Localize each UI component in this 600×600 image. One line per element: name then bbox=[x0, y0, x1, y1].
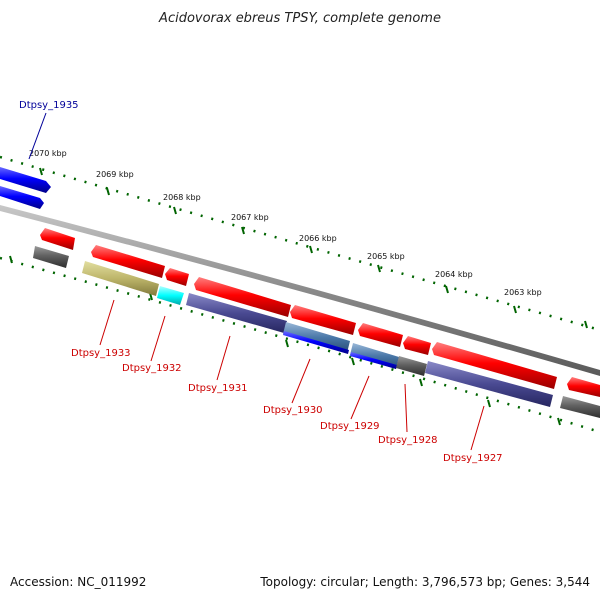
label-dtpsy-1933: Dtpsy_1933 bbox=[71, 299, 131, 359]
feature-dtpsy-1928[interactable] bbox=[396, 336, 431, 376]
scale-tick-2064: 2064 kbp bbox=[435, 270, 473, 294]
svg-text:Dtpsy_1930: Dtpsy_1930 bbox=[263, 405, 323, 416]
feature-dtpsy-1931[interactable] bbox=[186, 277, 291, 333]
svg-text:2065 kbp: 2065 kbp bbox=[367, 252, 405, 261]
svg-text:Dtpsy_1928: Dtpsy_1928 bbox=[378, 435, 438, 446]
scale-tick-2063: 2063 kbp bbox=[504, 288, 542, 314]
scale-tick-2066: 2066 kbp bbox=[299, 234, 337, 254]
genome-summary-text: Topology: circular; Length: 3,796,573 bp… bbox=[259, 575, 590, 589]
svg-text:2070 kbp: 2070 kbp bbox=[29, 149, 67, 158]
svg-text:Dtpsy_1932: Dtpsy_1932 bbox=[122, 363, 182, 374]
gene-arrow bbox=[0, 186, 44, 209]
label-dtpsy-1930: Dtpsy_1930 bbox=[263, 358, 323, 416]
svg-text:2063 kbp: 2063 kbp bbox=[504, 288, 542, 297]
cds-arrow bbox=[0, 167, 51, 193]
feature-dtpsy-1933[interactable] bbox=[82, 245, 165, 296]
scale-ruler: 2070 kbp 2069 kbp 2068 kbp 2067 kbp 2066… bbox=[0, 149, 600, 434]
feature-dtpsy-1932[interactable] bbox=[157, 268, 189, 305]
feature-small-1926 bbox=[560, 377, 600, 418]
scale-tick-2067: 2067 kbp bbox=[231, 213, 269, 235]
svg-text:2067 kbp: 2067 kbp bbox=[231, 213, 269, 222]
label-dtpsy-1928: Dtpsy_1928 bbox=[378, 383, 438, 446]
scale-tick-2065: 2065 kbp bbox=[367, 252, 405, 273]
svg-text:2068 kbp: 2068 kbp bbox=[163, 193, 201, 202]
svg-text:Dtpsy_1931: Dtpsy_1931 bbox=[188, 383, 248, 394]
svg-text:2069 kbp: 2069 kbp bbox=[96, 170, 134, 179]
label-dtpsy-1927: Dtpsy_1927 bbox=[443, 405, 503, 464]
svg-text:2064 kbp: 2064 kbp bbox=[435, 270, 473, 279]
gene-bar bbox=[396, 356, 427, 376]
feature-dtpsy-1929[interactable] bbox=[350, 323, 403, 369]
feature-dtpsy-1927[interactable] bbox=[425, 342, 557, 407]
scale-tick-2069: 2069 kbp bbox=[96, 170, 134, 196]
outer-dotted-ring bbox=[0, 155, 600, 332]
accession-text: Accession: NC_011992 bbox=[10, 575, 146, 589]
svg-text:2066 kbp: 2066 kbp bbox=[299, 234, 337, 243]
cds-arrow bbox=[194, 277, 291, 317]
svg-text:Dtpsy_1933: Dtpsy_1933 bbox=[71, 348, 131, 359]
svg-text:Dtpsy_1935: Dtpsy_1935 bbox=[19, 100, 79, 111]
label-dtpsy-1929: Dtpsy_1929 bbox=[320, 375, 380, 432]
gene-bar bbox=[186, 293, 287, 333]
cds-arrow bbox=[358, 323, 403, 347]
gene-bar bbox=[283, 322, 350, 353]
cds-arrow bbox=[290, 305, 356, 335]
cds-arrow bbox=[165, 268, 189, 286]
label-dtpsy-1931: Dtpsy_1931 bbox=[188, 335, 248, 394]
scale-tick-2068: 2068 kbp bbox=[163, 193, 201, 215]
map-title: Acidovorax ebreus TPSY, complete genome bbox=[158, 11, 441, 26]
feature-dtpsy-1935[interactable] bbox=[0, 167, 51, 209]
feature-dtpsy-1930[interactable] bbox=[283, 305, 356, 354]
feature-small-1936 bbox=[33, 228, 75, 268]
svg-text:Dtpsy_1929: Dtpsy_1929 bbox=[320, 421, 380, 432]
scale-tick-2070: 2070 kbp bbox=[29, 149, 67, 176]
cds-arrow bbox=[403, 336, 431, 355]
gene-bar bbox=[157, 286, 184, 305]
genome-backbone bbox=[0, 205, 600, 376]
gene-bar bbox=[82, 261, 159, 296]
svg-text:Dtpsy_1927: Dtpsy_1927 bbox=[443, 453, 503, 464]
label-dtpsy-1932: Dtpsy_1932 bbox=[122, 315, 182, 374]
cds-arrow bbox=[91, 245, 165, 278]
gene-bar bbox=[425, 361, 553, 407]
cds-arrow bbox=[432, 342, 557, 389]
label-dtpsy-1935: Dtpsy_1935 bbox=[19, 100, 79, 160]
